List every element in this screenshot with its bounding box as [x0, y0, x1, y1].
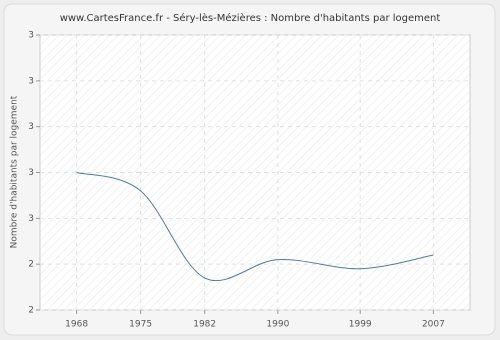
y-tick-label: 3 [28, 168, 34, 178]
chart-title: www.CartesFrance.fr - Séry-lès-Mézières … [60, 12, 441, 24]
y-tick-label: 3 [28, 76, 34, 86]
y-axis-label: Nombre d'habitants par logement [10, 95, 20, 248]
y-tick-label: 3 [28, 122, 34, 132]
x-tick-label: 1975 [129, 320, 152, 330]
y-tick-label: 2 [28, 306, 34, 316]
x-tick-label: 1990 [266, 320, 289, 330]
x-tick-label: 2007 [422, 320, 445, 330]
x-tick-label: 1982 [193, 320, 216, 330]
plot-area [39, 34, 471, 311]
y-tick-label: 3 [28, 214, 34, 224]
x-tick-label: 1968 [65, 320, 88, 330]
y-tick-label: 2 [28, 260, 34, 270]
x-tick-label: 1999 [349, 320, 372, 330]
y-tick-label: 3 [28, 31, 34, 41]
line [76, 172, 434, 282]
